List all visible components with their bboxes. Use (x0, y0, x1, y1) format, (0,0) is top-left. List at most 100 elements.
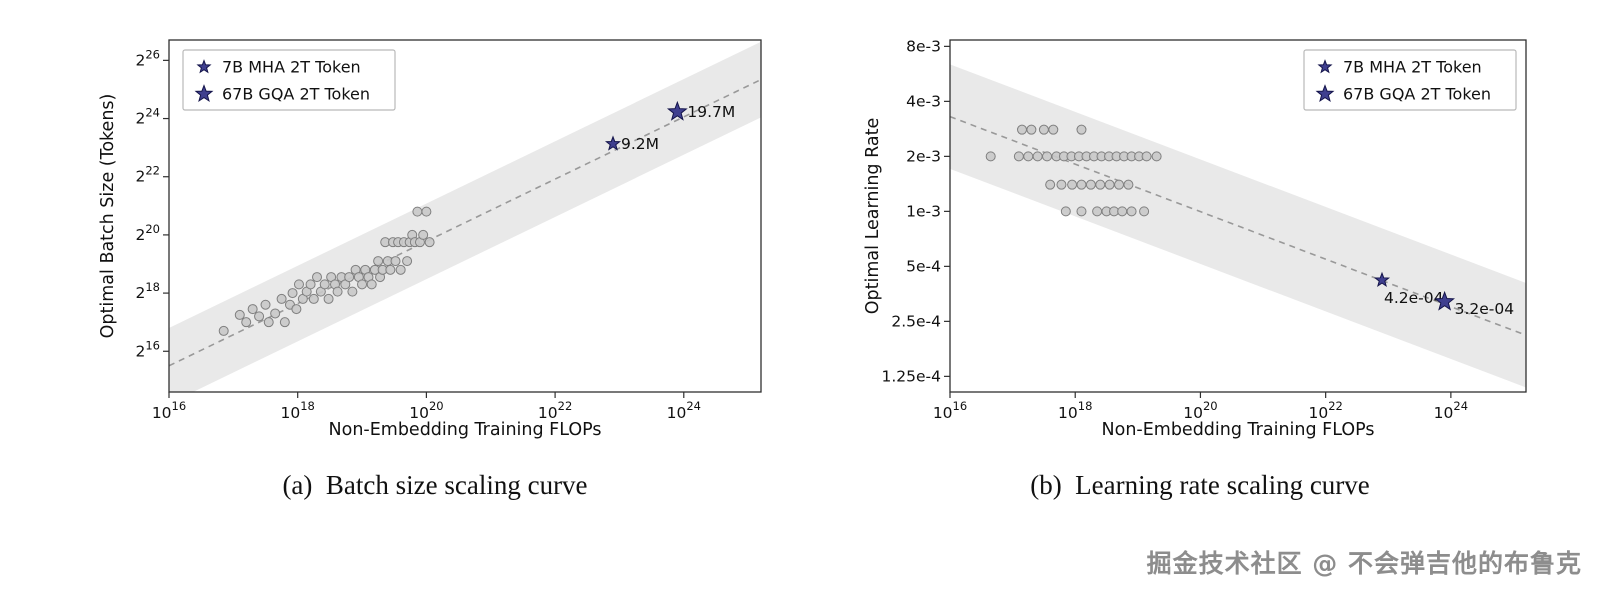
star-marker (1434, 290, 1455, 311)
learning-rate-figure: 1016 1018 1020 1022 1024 8e-3 4e-3 2e-3 1e-3 5e-4… (860, 26, 1540, 501)
x-tick-label: 1024 (1434, 399, 1468, 422)
scatter-point (1141, 151, 1152, 162)
x-tick-label: 1020 (409, 399, 443, 422)
legend-star-icon (1317, 59, 1333, 74)
y-tick-label: 220 (135, 222, 160, 244)
scatter-point (319, 279, 330, 290)
scatter-point (347, 286, 358, 297)
scatter-point (332, 286, 343, 297)
y-tick-label: 1.25e-4 (881, 367, 941, 385)
axes-frame (168, 39, 762, 393)
y-tick-label: 2e-3 (906, 147, 941, 165)
scatter-point (1017, 124, 1027, 135)
scatter-points (218, 206, 435, 336)
scatter-point (1056, 179, 1067, 190)
legend-box (1303, 49, 1517, 111)
x-tick-label: 1024 (667, 399, 701, 422)
scatter-point (1038, 124, 1049, 135)
scatter-point (1032, 151, 1043, 162)
scatter-point (344, 272, 355, 283)
legend-label: 67B GQA 2T Token (1343, 85, 1491, 104)
scatter-point (305, 279, 316, 290)
scatter-point (276, 293, 287, 304)
legend-star-icon (194, 84, 214, 103)
scatter-point (312, 272, 322, 283)
legend-star-icon (1315, 84, 1335, 103)
x-tick-label: 1022 (1308, 399, 1342, 422)
confidence-band (169, 41, 761, 392)
scatter-point (366, 279, 377, 290)
scatter-point (293, 279, 304, 290)
scatter-point (308, 293, 319, 304)
scatter-point (402, 256, 413, 267)
x-axis-label: Non-Embedding Training FLOPs (1102, 420, 1375, 440)
legend-label: 7B MHA 2T Token (222, 58, 361, 77)
y-axis-label: Optimal Learning Rate (863, 118, 883, 314)
batch-size-figure: 1016 1018 1020 1022 1024 216 218 220 222 224 226 9.… (95, 26, 775, 501)
learning-rate-chart: 1016 1018 1020 1022 1024 8e-3 4e-3 2e-3 1e-3 5e-4… (863, 37, 1527, 440)
x-axis-label: Non-Embedding Training FLOPs (329, 420, 602, 440)
x-tick-label: 1020 (1183, 399, 1217, 422)
figures-row: 1016 1018 1020 1022 1024 216 218 220 222 224 226 9.… (95, 26, 1540, 501)
scatter-point (270, 308, 281, 319)
scatter-point (287, 288, 298, 299)
star-marker (604, 135, 622, 151)
star-label: 19.7M (687, 103, 735, 121)
scatter-point (1013, 151, 1024, 162)
y-tick-label: 222 (135, 164, 160, 186)
scatter-point (291, 304, 302, 315)
caption-a: (a) Batch size scaling curve (282, 470, 588, 500)
y-tick-label: 226 (135, 47, 160, 69)
scatter-point (1060, 206, 1071, 217)
scatter-point (412, 206, 423, 217)
scatter-point (1048, 124, 1059, 135)
y-axis-label: Optimal Batch Size (Tokens) (98, 94, 118, 339)
scatter-point (1117, 206, 1128, 217)
star-marker (666, 100, 688, 121)
plot-area (169, 41, 761, 392)
scatter-point (1076, 206, 1087, 217)
x-tick-label: 1018 (281, 399, 315, 422)
star-label: 4.2e-04 (1384, 289, 1444, 307)
y-tick-label: 1e-3 (906, 202, 941, 220)
scatter-point (385, 264, 396, 275)
scatter-point (421, 206, 432, 217)
scatter-point (1092, 206, 1103, 217)
scatter-point (260, 299, 271, 310)
axes-frame (949, 39, 1527, 393)
legend: 7B MHA 2T Token 67B GQA 2T Token (182, 49, 396, 111)
scatter-point (985, 151, 996, 162)
y-tick-label: 216 (135, 338, 160, 360)
scatter-point (418, 229, 429, 240)
scatter-point (241, 317, 252, 328)
scatter-point (1104, 179, 1115, 190)
scatter-point (1045, 179, 1056, 190)
y-axis: 8e-3 4e-3 2e-3 1e-3 5e-4 2.5e-4 1.25e-4 (881, 37, 950, 385)
y-tick-label: 2.5e-4 (891, 312, 941, 330)
scatter-point (1042, 151, 1053, 162)
scatter-point (395, 264, 406, 275)
scatter-point (234, 309, 245, 320)
star-label: 9.2M (621, 135, 659, 153)
legend-label: 7B MHA 2T Token (1343, 58, 1482, 77)
y-tick-label: 224 (135, 106, 160, 128)
caption-b: (b) Learning rate scaling curve (1030, 470, 1370, 500)
star-label: 3.2e-04 (1455, 300, 1515, 318)
scatter-point (279, 317, 290, 328)
x-tick-label: 1022 (538, 399, 572, 422)
y-tick-label: 5e-4 (906, 257, 941, 275)
y-tick-label: 8e-3 (906, 37, 941, 55)
scatter-point (1085, 179, 1096, 190)
plot-area (950, 64, 1526, 388)
scatter-point (1076, 124, 1087, 135)
x-axis: 1016 1018 1020 1022 1024 (152, 392, 701, 422)
scatter-points (985, 124, 1162, 217)
scatter-point (1139, 206, 1150, 217)
scatter-point (390, 256, 401, 267)
watermark: 掘金技术社区 @ 不会弹吉他的布鲁克 (1146, 549, 1582, 578)
legend-label: 67B GQA 2T Token (222, 85, 370, 104)
scatter-point (1114, 179, 1125, 190)
scatter-point (1026, 124, 1037, 135)
scatter-point (1126, 206, 1137, 217)
